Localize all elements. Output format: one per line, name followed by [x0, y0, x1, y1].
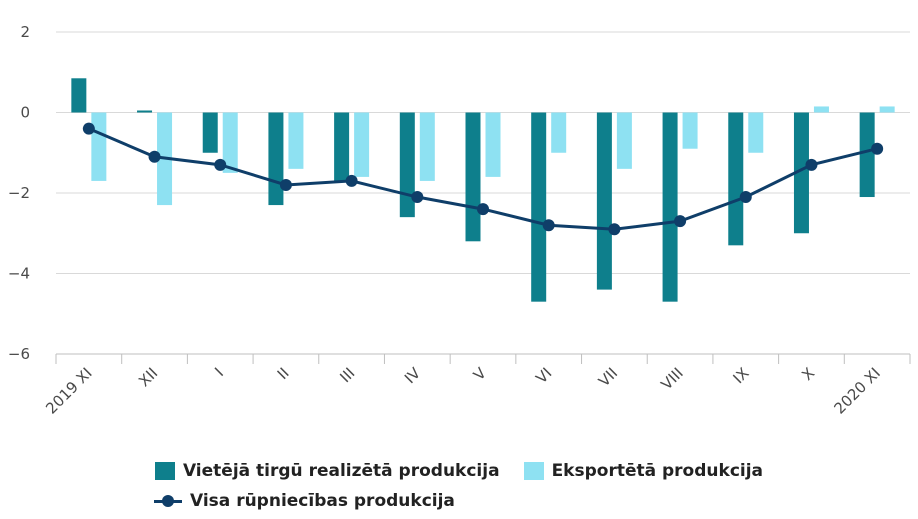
bar-export	[551, 112, 567, 153]
bar-domestic	[268, 112, 284, 206]
point-total	[674, 215, 687, 228]
point-total	[82, 122, 95, 135]
x-tick-label: VII	[595, 364, 621, 390]
bar-domestic	[662, 112, 678, 302]
point-total	[542, 219, 555, 232]
y-tick-label: −2	[8, 184, 30, 202]
bar-export	[748, 112, 764, 153]
bar-domestic	[202, 112, 218, 153]
bar-domestic	[728, 112, 744, 246]
point-total	[411, 191, 424, 204]
point-total	[345, 174, 358, 187]
y-axis-ticks: 2 0 −2 −4 −6	[8, 23, 30, 363]
point-total	[148, 150, 161, 163]
x-tick-label: III	[336, 364, 358, 386]
point-total	[739, 191, 752, 204]
bar-export	[813, 106, 829, 113]
y-tick-label: −6	[8, 345, 30, 363]
bar-domestic	[465, 112, 481, 242]
x-tick-label: X	[798, 364, 818, 384]
point-total	[477, 203, 489, 216]
x-tick-label: II	[274, 364, 293, 383]
legend-item-domestic[interactable]: Vietējā tirgū realizētā produkcija	[154, 461, 500, 481]
point-total	[279, 178, 292, 191]
x-tick-label: VI	[532, 364, 555, 387]
x-tick-label: I	[211, 364, 227, 380]
legend-label-domestic: Vietējā tirgū realizētā produkcija	[182, 461, 500, 481]
bar-domestic	[71, 78, 87, 113]
x-tick-label: XII	[135, 364, 161, 390]
bar-domestic	[859, 112, 875, 198]
legend-item-export[interactable]: Eksportētā produkcija	[523, 461, 764, 481]
x-tick-label: 2019 XI	[42, 364, 95, 417]
legend-swatch-export	[523, 462, 544, 480]
bar-export	[485, 112, 501, 177]
x-axis: 2019 XI XII I II III IV V VI VII VIII IX X 2020 XI	[42, 353, 911, 418]
bar-domestic	[596, 112, 612, 290]
legend-swatch-total	[154, 492, 182, 510]
x-tick-label: VIII	[658, 364, 687, 393]
point-total	[805, 158, 818, 171]
line-series	[82, 122, 884, 236]
bar-export	[682, 112, 698, 149]
gridlines	[56, 31, 910, 274]
bar-export	[354, 112, 370, 177]
point-total	[214, 158, 227, 171]
bar-export	[288, 112, 304, 169]
y-tick-label: 2	[20, 23, 30, 41]
point-total	[608, 223, 621, 236]
bar-domestic	[137, 110, 153, 113]
y-tick-label: −4	[8, 265, 30, 283]
bar-export	[616, 112, 632, 169]
legend-swatch-domestic	[154, 462, 175, 480]
x-tick-label: 2020 XI	[830, 364, 883, 417]
bar-export	[91, 112, 107, 181]
point-total	[871, 142, 884, 155]
bar-domestic	[334, 112, 350, 181]
bar-domestic	[399, 112, 415, 218]
bar-export	[222, 112, 238, 173]
x-tick-label: IV	[401, 364, 425, 388]
x-tick-label: V	[470, 364, 491, 385]
legend-label-export: Eksportētā produkcija	[551, 461, 764, 481]
bar-export	[419, 112, 435, 181]
bar-domestic	[531, 112, 547, 302]
bars	[71, 78, 895, 302]
legend-label-total: Visa rūpniecības produkcija	[190, 491, 455, 511]
y-tick-label: 0	[20, 104, 30, 122]
bar-export	[879, 106, 895, 113]
x-tick-label: IX	[729, 364, 752, 387]
bar-domestic	[793, 112, 809, 234]
legend-item-total[interactable]: Visa rūpniecības produkcija	[154, 491, 455, 511]
legend: Vietējā tirgū realizētā produkcija Ekspo…	[0, 456, 918, 516]
